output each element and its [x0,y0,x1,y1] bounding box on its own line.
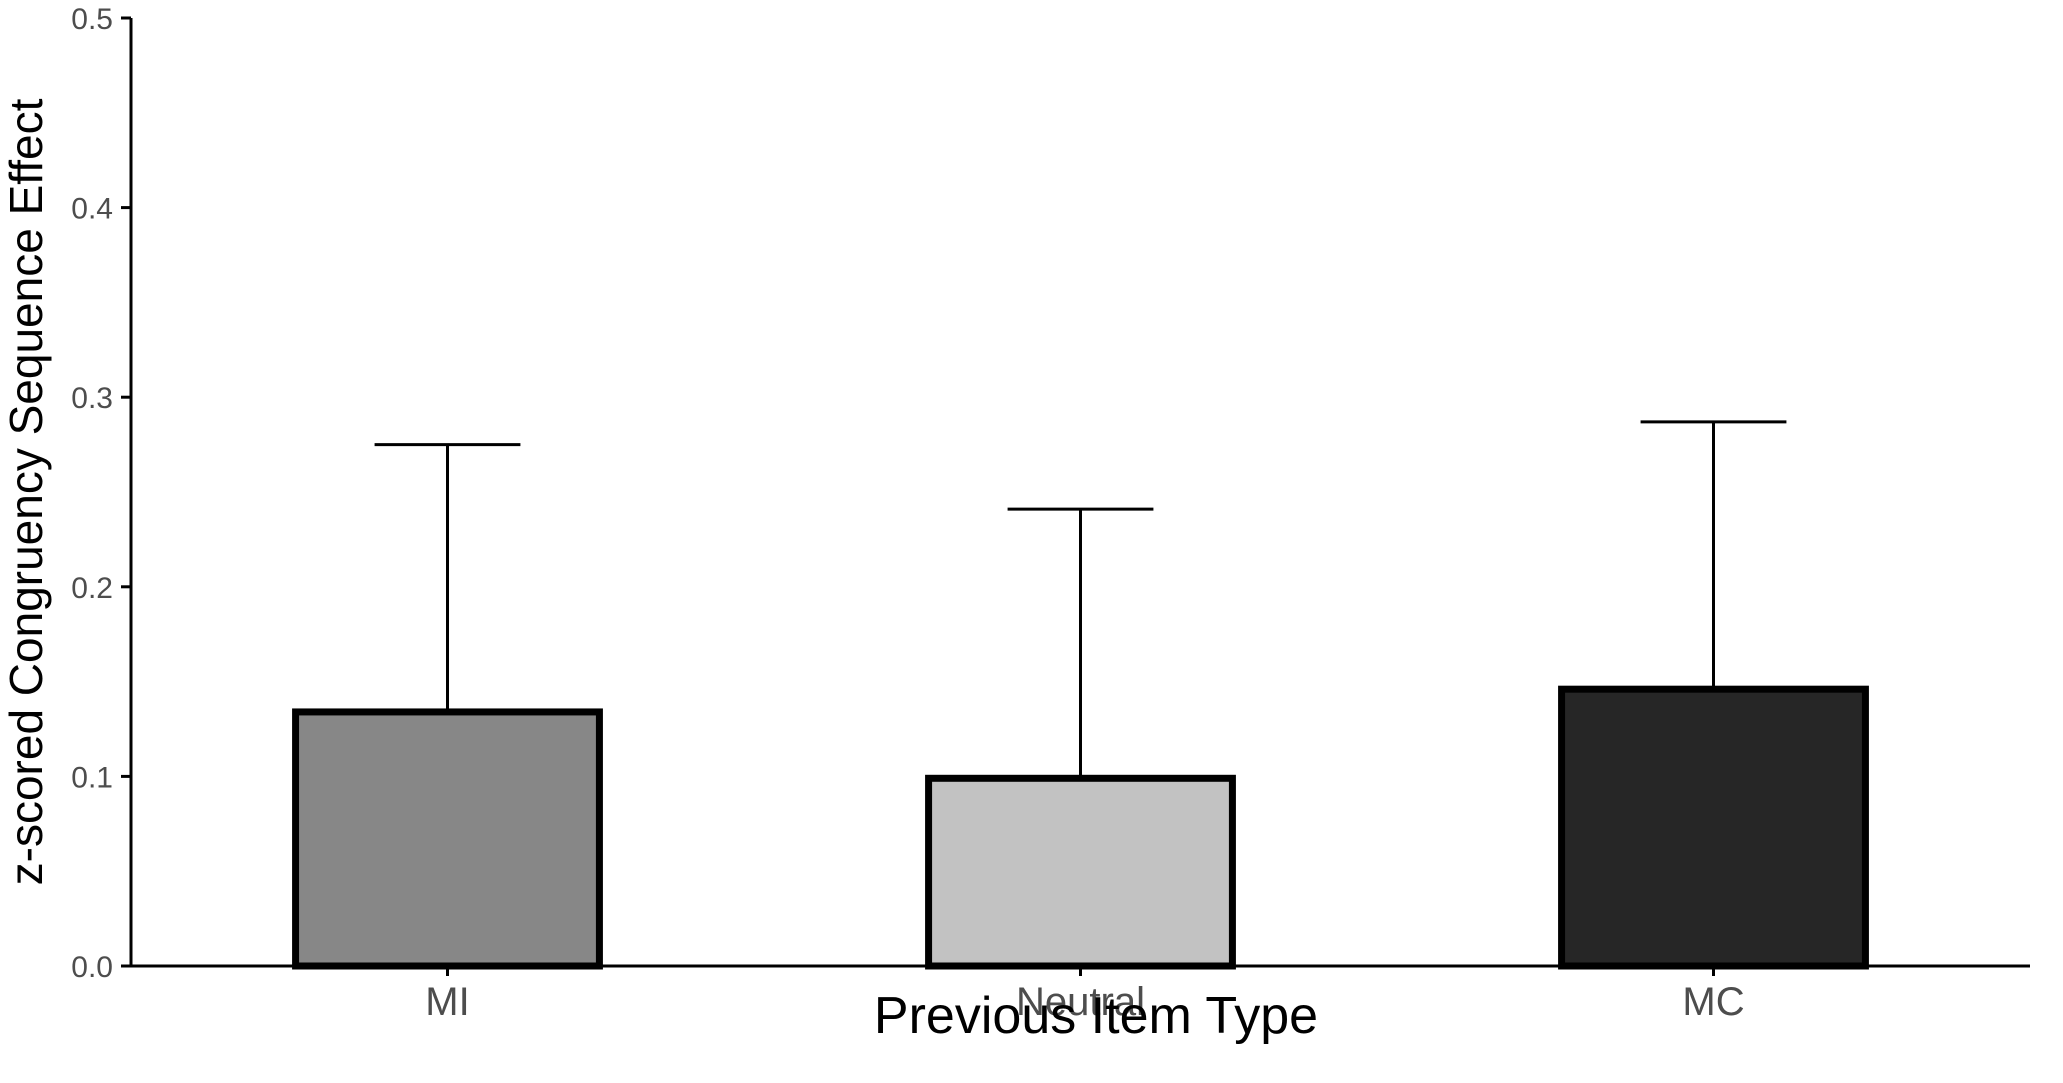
bar-mi [292,708,603,970]
y-tick-label: 0.0 [71,951,113,984]
chart-marks [292,420,1869,970]
x-axis-title: Previous Item Type [874,987,1318,1045]
x-tick-label: MC [1682,980,1744,1024]
x-tick-label: Neutral [1016,980,1145,1024]
y-tick-label: 0.2 [71,572,113,605]
y-axis-ticks: 0.0 0.1 0.2 0.3 0.4 0.5 [71,3,131,984]
y-tick-label: 0.1 [71,761,113,794]
y-tick-label: 0.5 [71,3,113,36]
y-axis-title: z-scored Congruency Sequence Effect [0,98,52,885]
y-tick-label: 0.4 [71,193,113,226]
bar-mc [1558,685,1869,970]
x-axis-ticks: MI Neutral MC [425,966,1745,1024]
y-tick-label: 0.3 [71,382,113,415]
bar-neutral [925,774,1236,970]
x-tick-label: MI [425,980,469,1024]
